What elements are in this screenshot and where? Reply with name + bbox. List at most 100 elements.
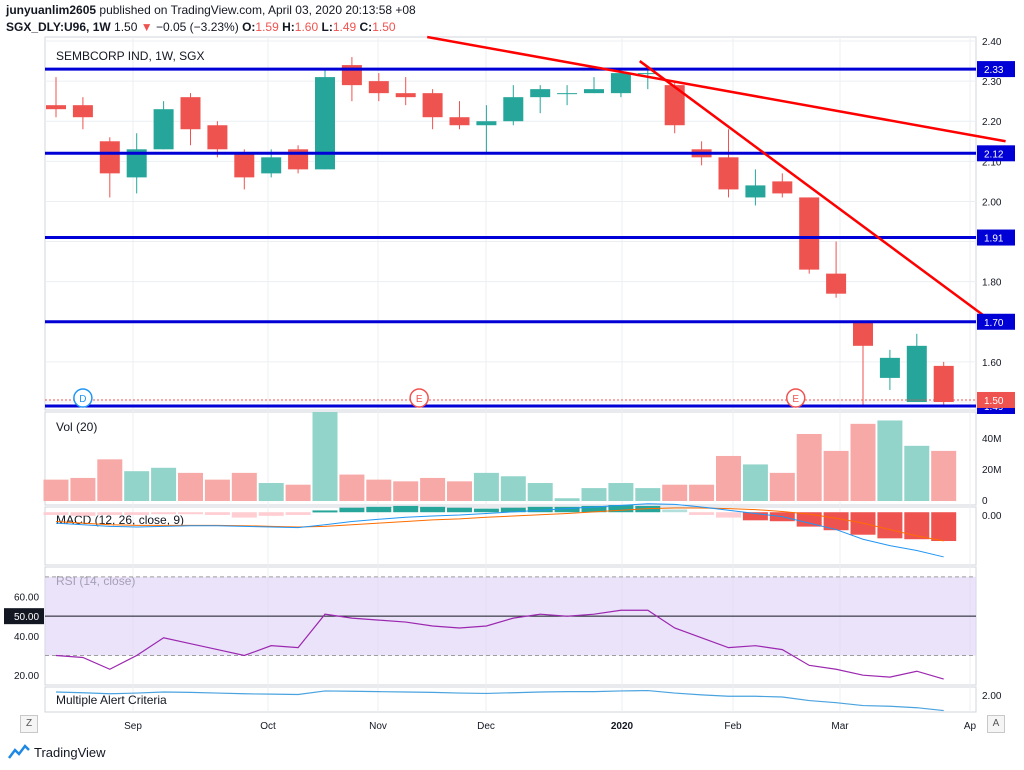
macd-histogram-bar: [581, 505, 607, 513]
price-pane-title: SEMBCORP IND, 1W, SGX: [56, 49, 204, 63]
volume-bar: [43, 479, 69, 501]
volume-pane-title: Vol (20): [56, 420, 97, 434]
macd-histogram-bar: [500, 507, 526, 513]
candle-body: [46, 105, 66, 110]
axes: Sep Oct Nov Dec 2020 Feb Mar Ap 2.40 2.30 2.20 2.10…: [4, 37, 1015, 732]
macd-histogram-bar: [70, 512, 96, 516]
trend-line: [638, 60, 993, 323]
author[interactable]: junyuanlim2605: [6, 3, 97, 17]
candle-body: [906, 345, 927, 402]
volume-bar: [850, 423, 876, 501]
rsi-tick-label: 40.00: [14, 632, 39, 643]
macd-pane[interactable]: MACD (12, 26, close, 9): [43, 503, 957, 558]
last-price-label: 1.50: [984, 396, 1004, 407]
chart-canvas[interactable]: SEMBCORP IND, 1W, SGX D E E Vol (20) MACD …: [0, 0, 1024, 740]
close-label: C:: [359, 20, 373, 34]
level-label-bg: [977, 61, 1015, 78]
brand-footer[interactable]: TradingView: [8, 744, 106, 760]
volume-pane[interactable]: Vol (20): [43, 412, 957, 501]
candle-body: [395, 93, 416, 98]
macd-histogram-bar: [204, 512, 230, 515]
macd-histogram-bar: [689, 512, 715, 515]
alert-pane[interactable]: Multiple Alert Criteria: [55, 689, 944, 712]
volume-bar: [366, 479, 392, 501]
volume-bar: [447, 481, 472, 501]
volume-bar: [581, 488, 607, 501]
rsi-pane[interactable]: RSI (14, close): [45, 574, 976, 680]
volume-bar: [178, 472, 203, 501]
macd-histogram-bar: [796, 512, 822, 527]
volume-bar: [312, 412, 338, 501]
price-tick-label: 1.80: [982, 278, 1002, 289]
level-label: 1.70: [984, 318, 1004, 329]
volume-bar: [97, 459, 123, 501]
log-scale-toggle[interactable]: Z: [20, 715, 38, 733]
x-tick-label: Oct: [260, 721, 276, 732]
macd-histogram-bar: [231, 512, 257, 518]
x-tick-label: Feb: [724, 721, 742, 732]
macd-histogram-bar: [312, 510, 338, 513]
candle-body: [153, 109, 174, 150]
candle-body: [449, 117, 470, 126]
candle-body: [879, 357, 900, 378]
candle-body: [530, 89, 551, 98]
volume-bar: [124, 471, 150, 501]
volume-bar: [420, 477, 446, 501]
candle-body: [557, 93, 578, 95]
candle-body: [745, 185, 766, 198]
close-value: 1.50: [372, 20, 396, 34]
volume-bar: [500, 476, 526, 501]
price-tick-label: 2.00: [982, 197, 1002, 208]
candle-body: [853, 321, 873, 346]
auto-scale-toggle[interactable]: A: [987, 715, 1005, 733]
volume-bar: [473, 472, 499, 501]
macd-histogram-bar: [527, 506, 553, 513]
volume-tick-label: 20M: [982, 465, 1001, 476]
volume-bar: [689, 484, 715, 501]
macd-histogram-bar: [742, 512, 768, 521]
rsi-tick-label: 60.00: [14, 593, 39, 604]
volume-bar: [393, 481, 419, 501]
volume-bar: [823, 450, 849, 501]
volume-bar: [716, 455, 741, 501]
price-tick-label: 2.20: [982, 117, 1002, 128]
last-price: 1.50: [114, 20, 138, 34]
event-marker: [786, 388, 806, 408]
macd-histogram-bar: [662, 509, 688, 513]
volume-bar: [204, 479, 230, 501]
candle-body: [261, 157, 282, 174]
candle-body: [718, 157, 739, 190]
volume-bar: [742, 464, 768, 501]
event-marker-label: E: [416, 394, 423, 405]
macd-tick-label: 0.00: [982, 511, 1002, 522]
candle-body: [72, 105, 93, 118]
candle-body: [422, 93, 443, 118]
volume-bar: [258, 483, 284, 501]
price-tick-label: 1.60: [982, 358, 1002, 369]
volume-bar: [527, 483, 553, 501]
macd-histogram-bar: [124, 512, 150, 515]
x-tick-label: Mar: [831, 721, 849, 732]
rsi-line: [55, 609, 944, 680]
level-label: 2.33: [984, 65, 1004, 76]
pane-frame-mac: [44, 686, 977, 713]
level-label: 1.91: [984, 234, 1004, 245]
candle-body: [99, 141, 120, 174]
level-label-bg: [977, 229, 1015, 246]
macd-histogram-bar: [447, 507, 472, 513]
macd-histogram-bar: [151, 512, 177, 515]
macd-histogram-bar: [554, 506, 580, 513]
rsi-current-label: 50.00: [14, 612, 39, 623]
volume-bar: [285, 484, 311, 501]
volume-bar: [231, 472, 257, 501]
trend-line: [426, 35, 1006, 143]
macd-histogram-bar: [285, 512, 311, 515]
price-change: −0.05 (−3.23%): [155, 20, 239, 34]
volume-bar: [796, 433, 822, 501]
macd-histogram-bar: [473, 508, 499, 513]
price-pane[interactable]: SEMBCORP IND, 1W, SGX D E E: [45, 35, 1006, 408]
alert-tick-label: 2.00: [982, 691, 1002, 702]
publish-info: published on TradingView.com, April 03, …: [99, 3, 416, 17]
macd-histogram-bar: [97, 512, 123, 515]
price-tick-label: 2.30: [982, 77, 1002, 88]
